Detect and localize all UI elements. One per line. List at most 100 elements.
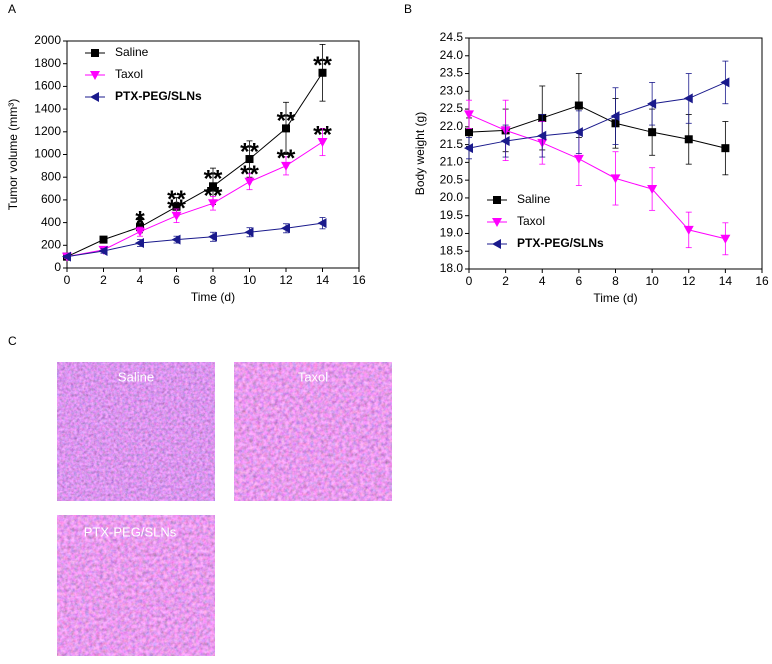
y-tick-label: 1600: [34, 79, 61, 93]
annotation: **: [204, 166, 223, 193]
x-tick-label: 10: [645, 274, 659, 288]
marker: [208, 231, 217, 242]
annotation: *: [135, 211, 145, 238]
legend-label: PTX-PEG/SLNs: [115, 89, 202, 103]
marker: [465, 128, 473, 137]
y-tick-label: 21.5: [440, 137, 464, 151]
y-tick-label: 18.5: [440, 243, 464, 257]
x-tick-label: 8: [210, 273, 217, 287]
annotation: **: [277, 108, 296, 135]
line: [66, 222, 323, 258]
marker: [62, 251, 71, 262]
marker: [244, 177, 255, 187]
marker: [573, 154, 584, 164]
y-tick-label: 18.0: [440, 261, 464, 275]
marker: [317, 138, 328, 148]
marker: [683, 225, 694, 235]
marker: [281, 161, 291, 171]
x-tick-label: 2: [502, 274, 509, 288]
y-tick-label: 1000: [34, 147, 61, 161]
annotation: **: [240, 161, 259, 188]
line: [468, 104, 726, 149]
x-axis-label: Time (d): [191, 290, 235, 304]
panel-label: C: [8, 334, 17, 348]
marker: [464, 143, 473, 154]
legend-label: Saline: [517, 192, 551, 206]
x-tick-label: 16: [755, 274, 769, 288]
annotation: **: [313, 121, 332, 148]
histology-image: Taxol: [234, 362, 392, 501]
x-tick-label: 12: [279, 273, 293, 287]
legend-marker: [492, 239, 501, 249]
y-tick-label: 200: [41, 237, 61, 251]
y-tick-label: 24.0: [440, 48, 464, 62]
marker: [464, 110, 474, 120]
y-tick-label: 19.0: [440, 226, 464, 240]
y-axis-label: Tumor volume (mm³): [6, 99, 20, 211]
panel-label: A: [8, 2, 16, 16]
marker: [245, 155, 254, 164]
y-tick-label: 22.5: [440, 101, 464, 115]
y-tick-label: 23.0: [440, 83, 464, 97]
marker: [647, 185, 658, 195]
marker: [684, 135, 693, 144]
marker: [281, 223, 290, 234]
annotation: **: [204, 183, 223, 210]
marker: [99, 235, 108, 244]
marker: [318, 68, 327, 77]
marker: [721, 144, 730, 153]
marker: [317, 218, 327, 229]
legend-label: Taxol: [517, 214, 545, 228]
x-tick-label: 12: [682, 274, 696, 288]
x-tick-label: 14: [719, 274, 733, 288]
x-tick-label: 8: [612, 274, 619, 288]
y-axis-label: Body weight (g): [413, 112, 427, 195]
annotation: **: [277, 145, 296, 172]
x-axis-label: Time (d): [593, 291, 637, 305]
marker: [574, 101, 583, 110]
annotation: **: [313, 52, 332, 79]
line: [66, 72, 323, 258]
y-tick-label: 20.5: [440, 172, 464, 186]
y-tick-label: 1200: [34, 124, 61, 138]
series: [64, 217, 326, 259]
marker: [500, 136, 510, 147]
y-tick-label: 400: [41, 215, 61, 229]
marker: [282, 124, 290, 133]
annotation: **: [167, 195, 186, 222]
y-tick-label: 1400: [34, 101, 61, 115]
annotation: **: [240, 138, 259, 165]
x-tick-label: 0: [64, 273, 71, 287]
marker: [135, 238, 144, 249]
annotation: *: [135, 206, 145, 233]
marker: [720, 77, 730, 88]
image-label: Saline: [118, 369, 154, 384]
legend-label: Taxol: [115, 67, 143, 81]
marker: [647, 98, 657, 109]
line: [468, 113, 726, 240]
image-label: PTX-PEG/SLNs: [84, 524, 177, 539]
y-tick-label: 2000: [34, 33, 61, 47]
y-tick-label: 19.5: [440, 208, 464, 222]
x-tick-label: 14: [316, 273, 330, 287]
marker: [171, 234, 181, 245]
legend-marker: [493, 196, 501, 204]
legend-marker: [90, 92, 99, 102]
x-tick-label: 4: [137, 273, 144, 287]
marker: [648, 128, 657, 137]
marker: [573, 127, 583, 138]
panel-label: B: [404, 2, 412, 16]
x-tick-label: 10: [243, 273, 257, 287]
y-tick-label: 800: [41, 169, 61, 183]
histology-image: Saline: [57, 362, 215, 501]
y-tick-label: 20.0: [440, 190, 464, 204]
annotation: **: [167, 186, 186, 213]
y-tick-label: 21.0: [440, 155, 464, 169]
x-tick-label: 4: [539, 274, 546, 288]
y-tick-label: 0: [54, 260, 61, 274]
x-tick-label: 6: [173, 273, 180, 287]
y-tick-label: 600: [41, 192, 61, 206]
marker: [172, 202, 181, 211]
series: [466, 60, 729, 160]
